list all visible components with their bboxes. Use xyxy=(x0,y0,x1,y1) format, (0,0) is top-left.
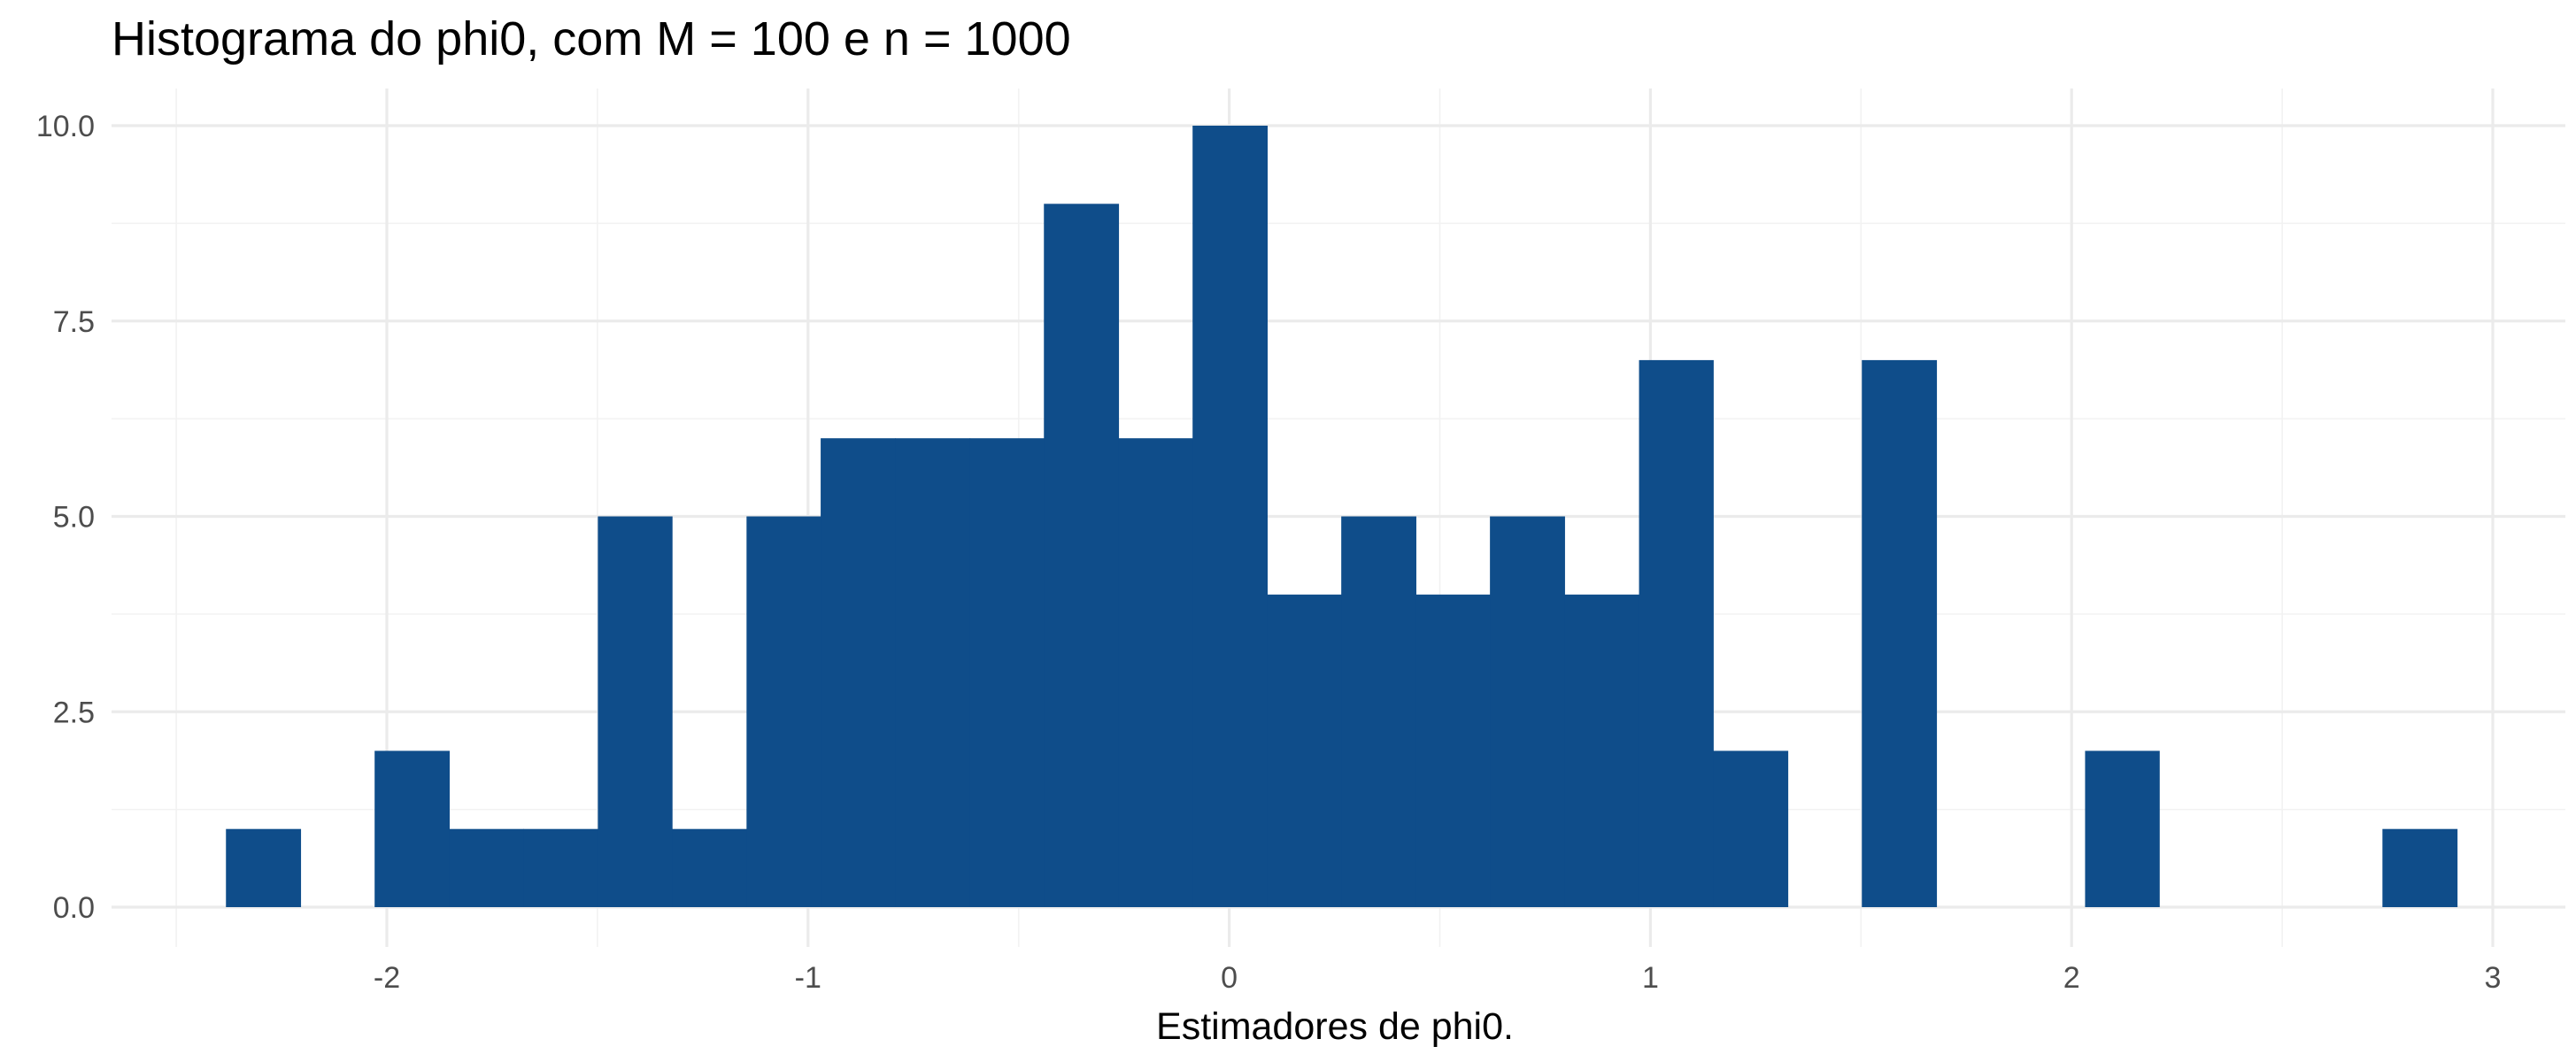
histogram-bar xyxy=(821,438,896,907)
histogram-bar xyxy=(1639,359,1714,907)
x-tick-label: 0 xyxy=(1221,961,1238,995)
histogram-bar xyxy=(2382,828,2458,907)
x-tick-label: 3 xyxy=(2485,961,2502,995)
histogram-bar xyxy=(1490,516,1565,907)
x-tick-label: -1 xyxy=(795,961,821,995)
histogram-bar xyxy=(895,438,971,907)
x-tick-label: -2 xyxy=(374,961,400,995)
histogram-bar xyxy=(1341,516,1416,907)
histogram-bar xyxy=(672,828,747,907)
y-tick-labels: 0.0 2.5 5.0 7.5 10.0 xyxy=(36,110,95,925)
histogram-bar xyxy=(523,828,598,907)
histogram-bar xyxy=(1044,204,1120,908)
histogram-bar xyxy=(598,516,673,907)
chart-title: Histograma do phi0, com M = 100 e n = 10… xyxy=(112,12,1071,65)
histogram-bar xyxy=(374,750,451,907)
x-tick-labels: -2 -1 0 1 2 3 xyxy=(374,961,2502,995)
histogram-bar xyxy=(969,438,1045,907)
histogram-bar xyxy=(1118,438,1193,907)
histogram-bar xyxy=(2085,750,2160,907)
y-tick-label: 0.0 xyxy=(53,891,95,925)
y-tick-label: 10.0 xyxy=(36,110,95,143)
histogram-bar xyxy=(746,516,821,907)
y-tick-label: 5.0 xyxy=(53,501,95,535)
histogram-bar xyxy=(226,828,302,907)
histogram-bar xyxy=(449,828,524,907)
y-tick-label: 2.5 xyxy=(53,696,95,729)
histogram-bar xyxy=(1267,594,1342,907)
histogram-bar xyxy=(1713,750,1789,907)
x-tick-label: 1 xyxy=(1642,961,1659,995)
histogram-bar xyxy=(1862,359,1938,907)
histogram-bar xyxy=(1415,594,1491,907)
x-tick-label: 2 xyxy=(2063,961,2080,995)
histogram-bar xyxy=(1564,594,1640,907)
y-tick-label: 7.5 xyxy=(53,305,95,339)
histogram-bar xyxy=(1192,126,1269,907)
bars-layer xyxy=(226,126,2458,908)
x-axis-title: Estimadores de phi0. xyxy=(1156,1005,1514,1048)
